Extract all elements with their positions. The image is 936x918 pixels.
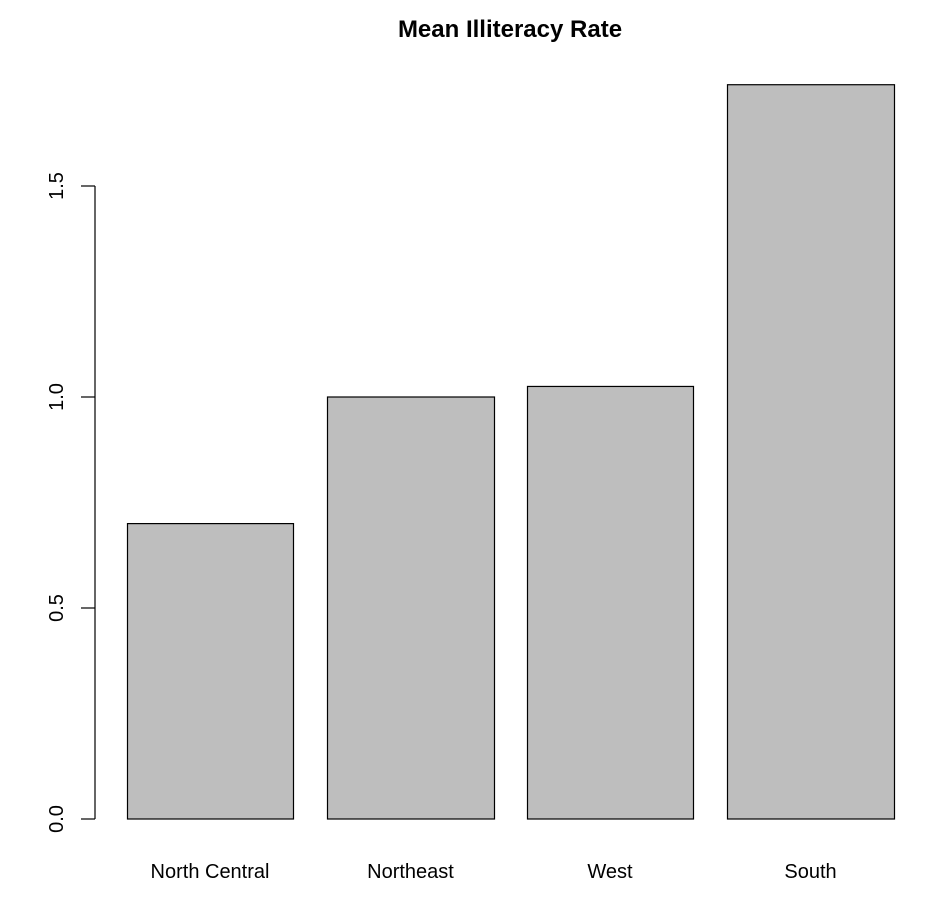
x-category-label: North Central: [151, 861, 270, 883]
chart-title: Mean Illiteracy Rate: [398, 16, 622, 43]
bar: [326, 396, 496, 820]
x-category-label: West: [587, 861, 633, 883]
x-category-label: South: [784, 861, 836, 883]
y-tick-label: 1.5: [46, 172, 68, 200]
bar: [126, 522, 295, 820]
y-tick-label: 1.0: [46, 383, 68, 411]
y-axis: 0.0 0.5 1.0 1.5: [46, 172, 96, 833]
y-tick-label: 0.5: [46, 594, 68, 622]
x-category-label: Northeast: [367, 861, 454, 883]
y-tick-label: 0.0: [46, 805, 68, 833]
bar: [526, 385, 695, 820]
x-axis-labels: North Central Northeast West South: [151, 861, 837, 883]
bar: [726, 84, 896, 820]
bars-group: [126, 84, 896, 820]
